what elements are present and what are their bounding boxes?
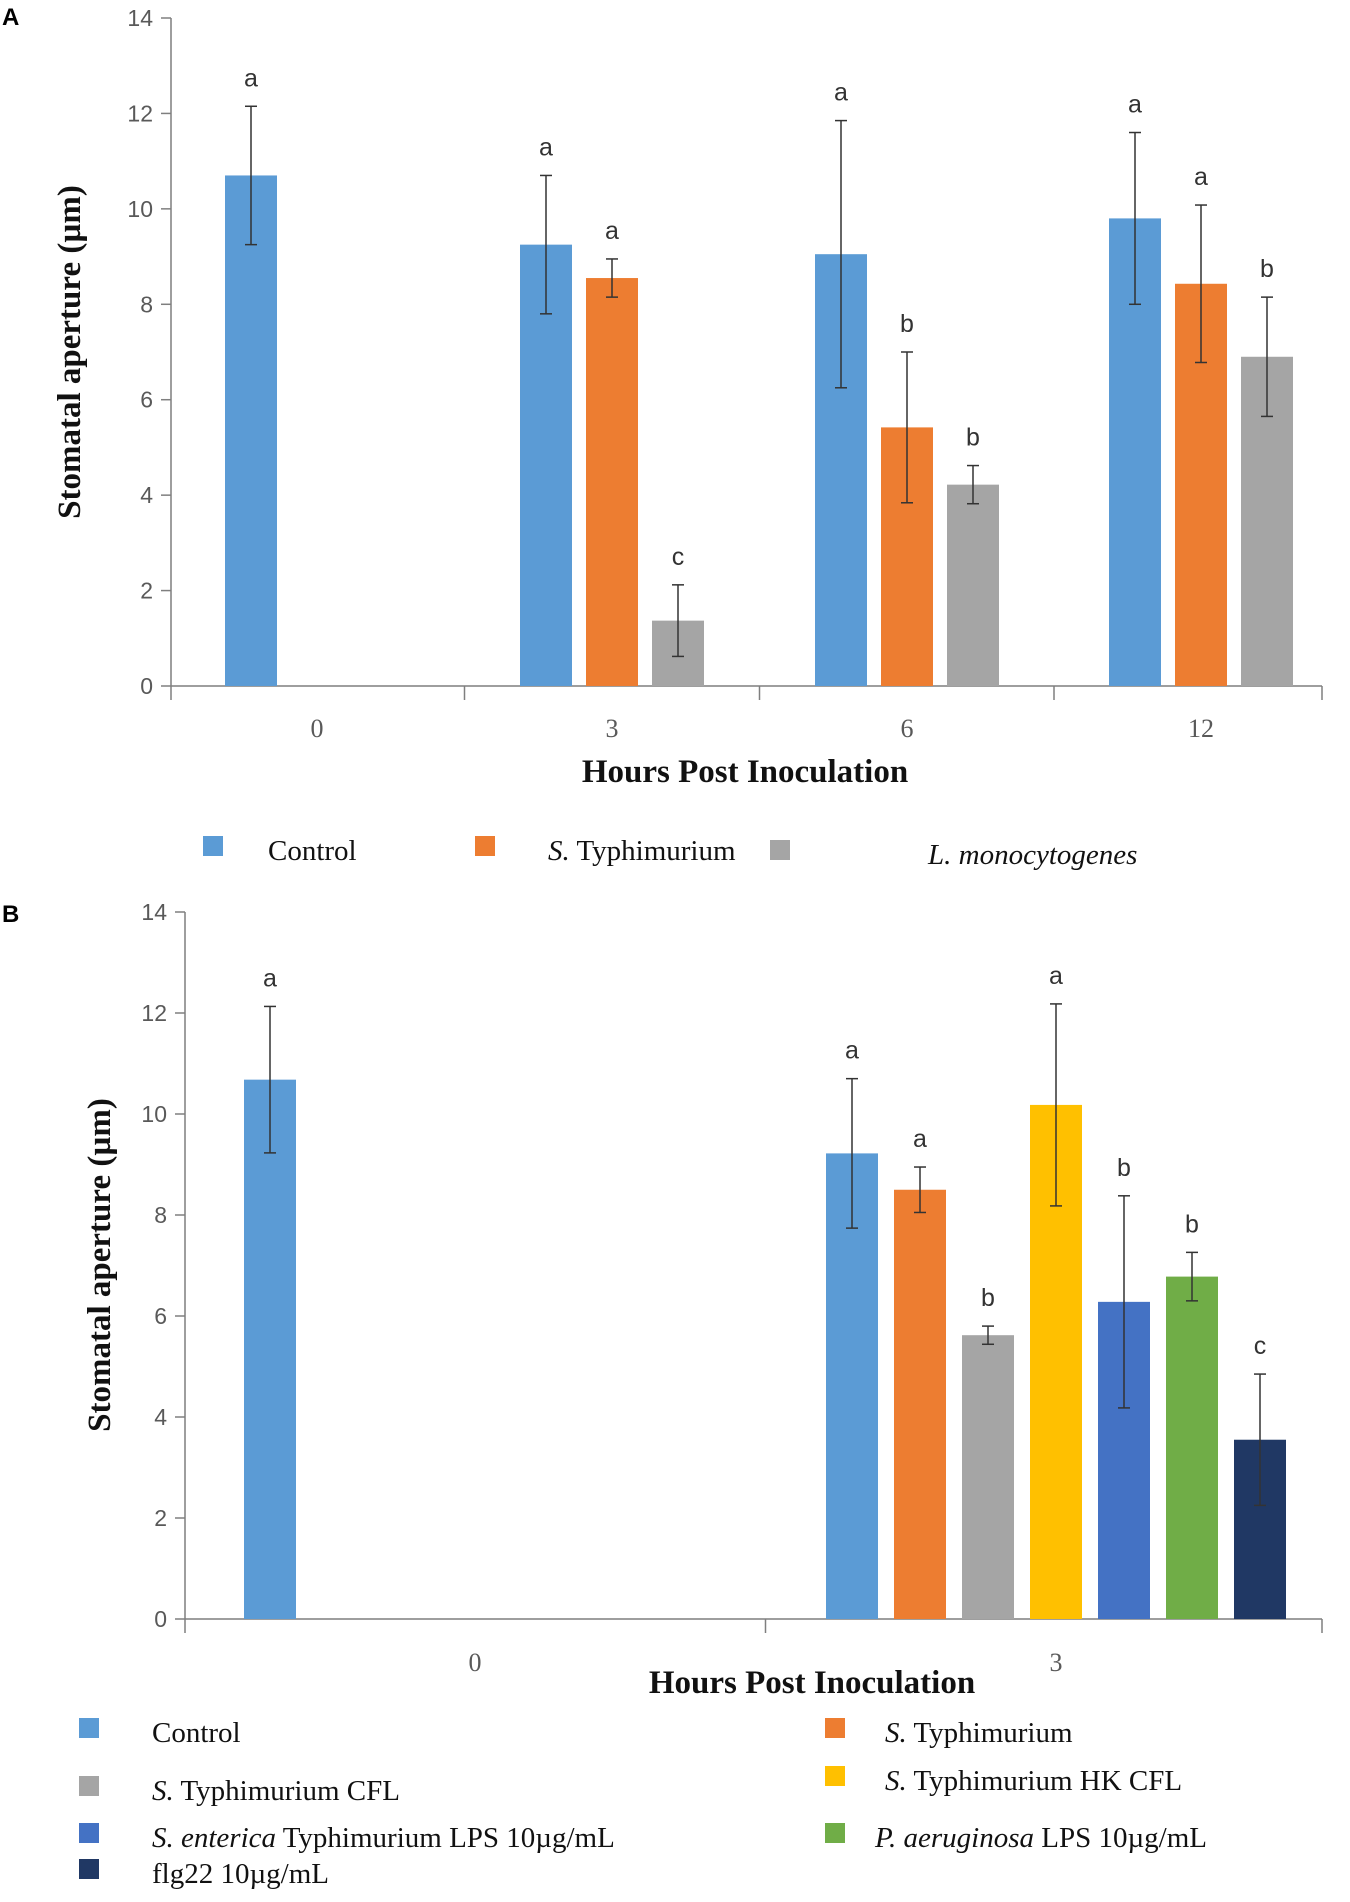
significance-label: c (672, 543, 685, 571)
legend-label: S. Typhimurium (548, 835, 736, 867)
legend-marker (79, 1823, 99, 1843)
y-axis-title: Stomatal aperture (µm) (52, 185, 88, 519)
significance-label: a (834, 79, 848, 107)
legend-label: flg22 10µg/mL (152, 1858, 329, 1890)
significance-label: a (539, 133, 553, 161)
x-category-label: 6 (901, 714, 914, 743)
significance-label: a (1128, 91, 1142, 119)
significance-label: b (981, 1284, 995, 1312)
y-tick-label: 0 (140, 673, 153, 699)
x-axis-title: Hours Post Inoculation (582, 754, 908, 790)
legend-marker (825, 1823, 845, 1843)
bar (962, 1335, 1014, 1619)
legend-label: Control (268, 835, 357, 867)
legend-label: S. Typhimurium CFL (152, 1775, 400, 1807)
bar (225, 175, 277, 686)
y-tick-label: 4 (154, 1404, 167, 1430)
chart-panel-a: A 0 2 4 6 8 10 12 14 0 3 6 12 a a a c a b b a a b Hours Post In… (2, 4, 1323, 871)
legend-marker (770, 840, 790, 860)
bar (244, 1079, 296, 1619)
y-tick-label: 12 (141, 1000, 167, 1026)
legend-marker (825, 1718, 845, 1738)
legend-marker (475, 836, 495, 856)
significance-label: a (1049, 962, 1063, 990)
y-axis-title: Stomatal aperture (µm) (82, 1098, 118, 1432)
legend-label: S. Typhimurium HK CFL (885, 1765, 1182, 1797)
x-axis-title: Hours Post Inoculation (649, 1665, 975, 1701)
legend-marker (825, 1766, 845, 1786)
panel-letter: B (2, 901, 19, 928)
y-tick-label: 14 (127, 5, 153, 31)
y-tick-label: 2 (140, 578, 153, 604)
legend-label: S. enterica Typhimurium LPS 10µg/mL (152, 1822, 615, 1854)
significance-label: b (966, 424, 980, 452)
y-tick-label: 8 (140, 291, 153, 317)
y-tick-label: 10 (127, 196, 153, 222)
y-tick-label: 6 (154, 1303, 167, 1329)
bar (520, 244, 572, 686)
bar (947, 484, 999, 686)
bar (894, 1189, 946, 1619)
y-tick-label: 10 (141, 1101, 167, 1127)
y-tick-label: 14 (141, 899, 167, 925)
significance-label: b (900, 310, 914, 338)
y-tick-label: 6 (140, 387, 153, 413)
legend-label: L. monocytogenes (927, 839, 1137, 871)
x-category-label: 0 (469, 1648, 482, 1677)
significance-label: a (605, 217, 619, 245)
legend-label: S. Typhimurium (885, 1717, 1073, 1749)
y-tick-label: 8 (154, 1202, 167, 1228)
x-category-label: 3 (606, 714, 619, 743)
legend-marker (79, 1859, 99, 1879)
y-tick-label: 4 (140, 482, 153, 508)
panel-letter: A (2, 4, 19, 31)
legend: Control S. Typhimurium L. monocytogenes (203, 835, 1137, 871)
x-category-label: 3 (1050, 1648, 1063, 1677)
y-tick-label: 2 (154, 1505, 167, 1531)
legend-marker (203, 836, 223, 856)
significance-label: c (1254, 1332, 1267, 1360)
bar (586, 278, 638, 686)
x-category-label: 0 (311, 714, 324, 743)
legend: Control S. Typhimurium S. Typhimurium CFL S… (79, 1717, 1207, 1890)
legend-marker (79, 1776, 99, 1796)
y-tick-label: 12 (127, 100, 153, 126)
significance-label: a (1194, 163, 1208, 191)
significance-label: a (845, 1037, 859, 1065)
significance-label: a (263, 964, 277, 992)
y-tick-label: 0 (154, 1606, 167, 1632)
chart-panel-b: B 0 2 4 6 8 10 12 14 0 3 a a a b a b b c Hours Post Inocula… (2, 899, 1323, 1890)
bar (1166, 1276, 1218, 1619)
legend-label: P. aeruginosa LPS 10µg/mL (874, 1822, 1207, 1854)
legend-label: Control (152, 1717, 241, 1749)
bar (826, 1153, 878, 1619)
significance-label: b (1117, 1154, 1131, 1182)
significance-label: a (244, 64, 258, 92)
significance-label: b (1185, 1210, 1199, 1238)
significance-label: b (1260, 255, 1274, 283)
x-category-label: 12 (1188, 714, 1214, 743)
legend-marker (79, 1718, 99, 1738)
significance-label: a (913, 1125, 927, 1153)
